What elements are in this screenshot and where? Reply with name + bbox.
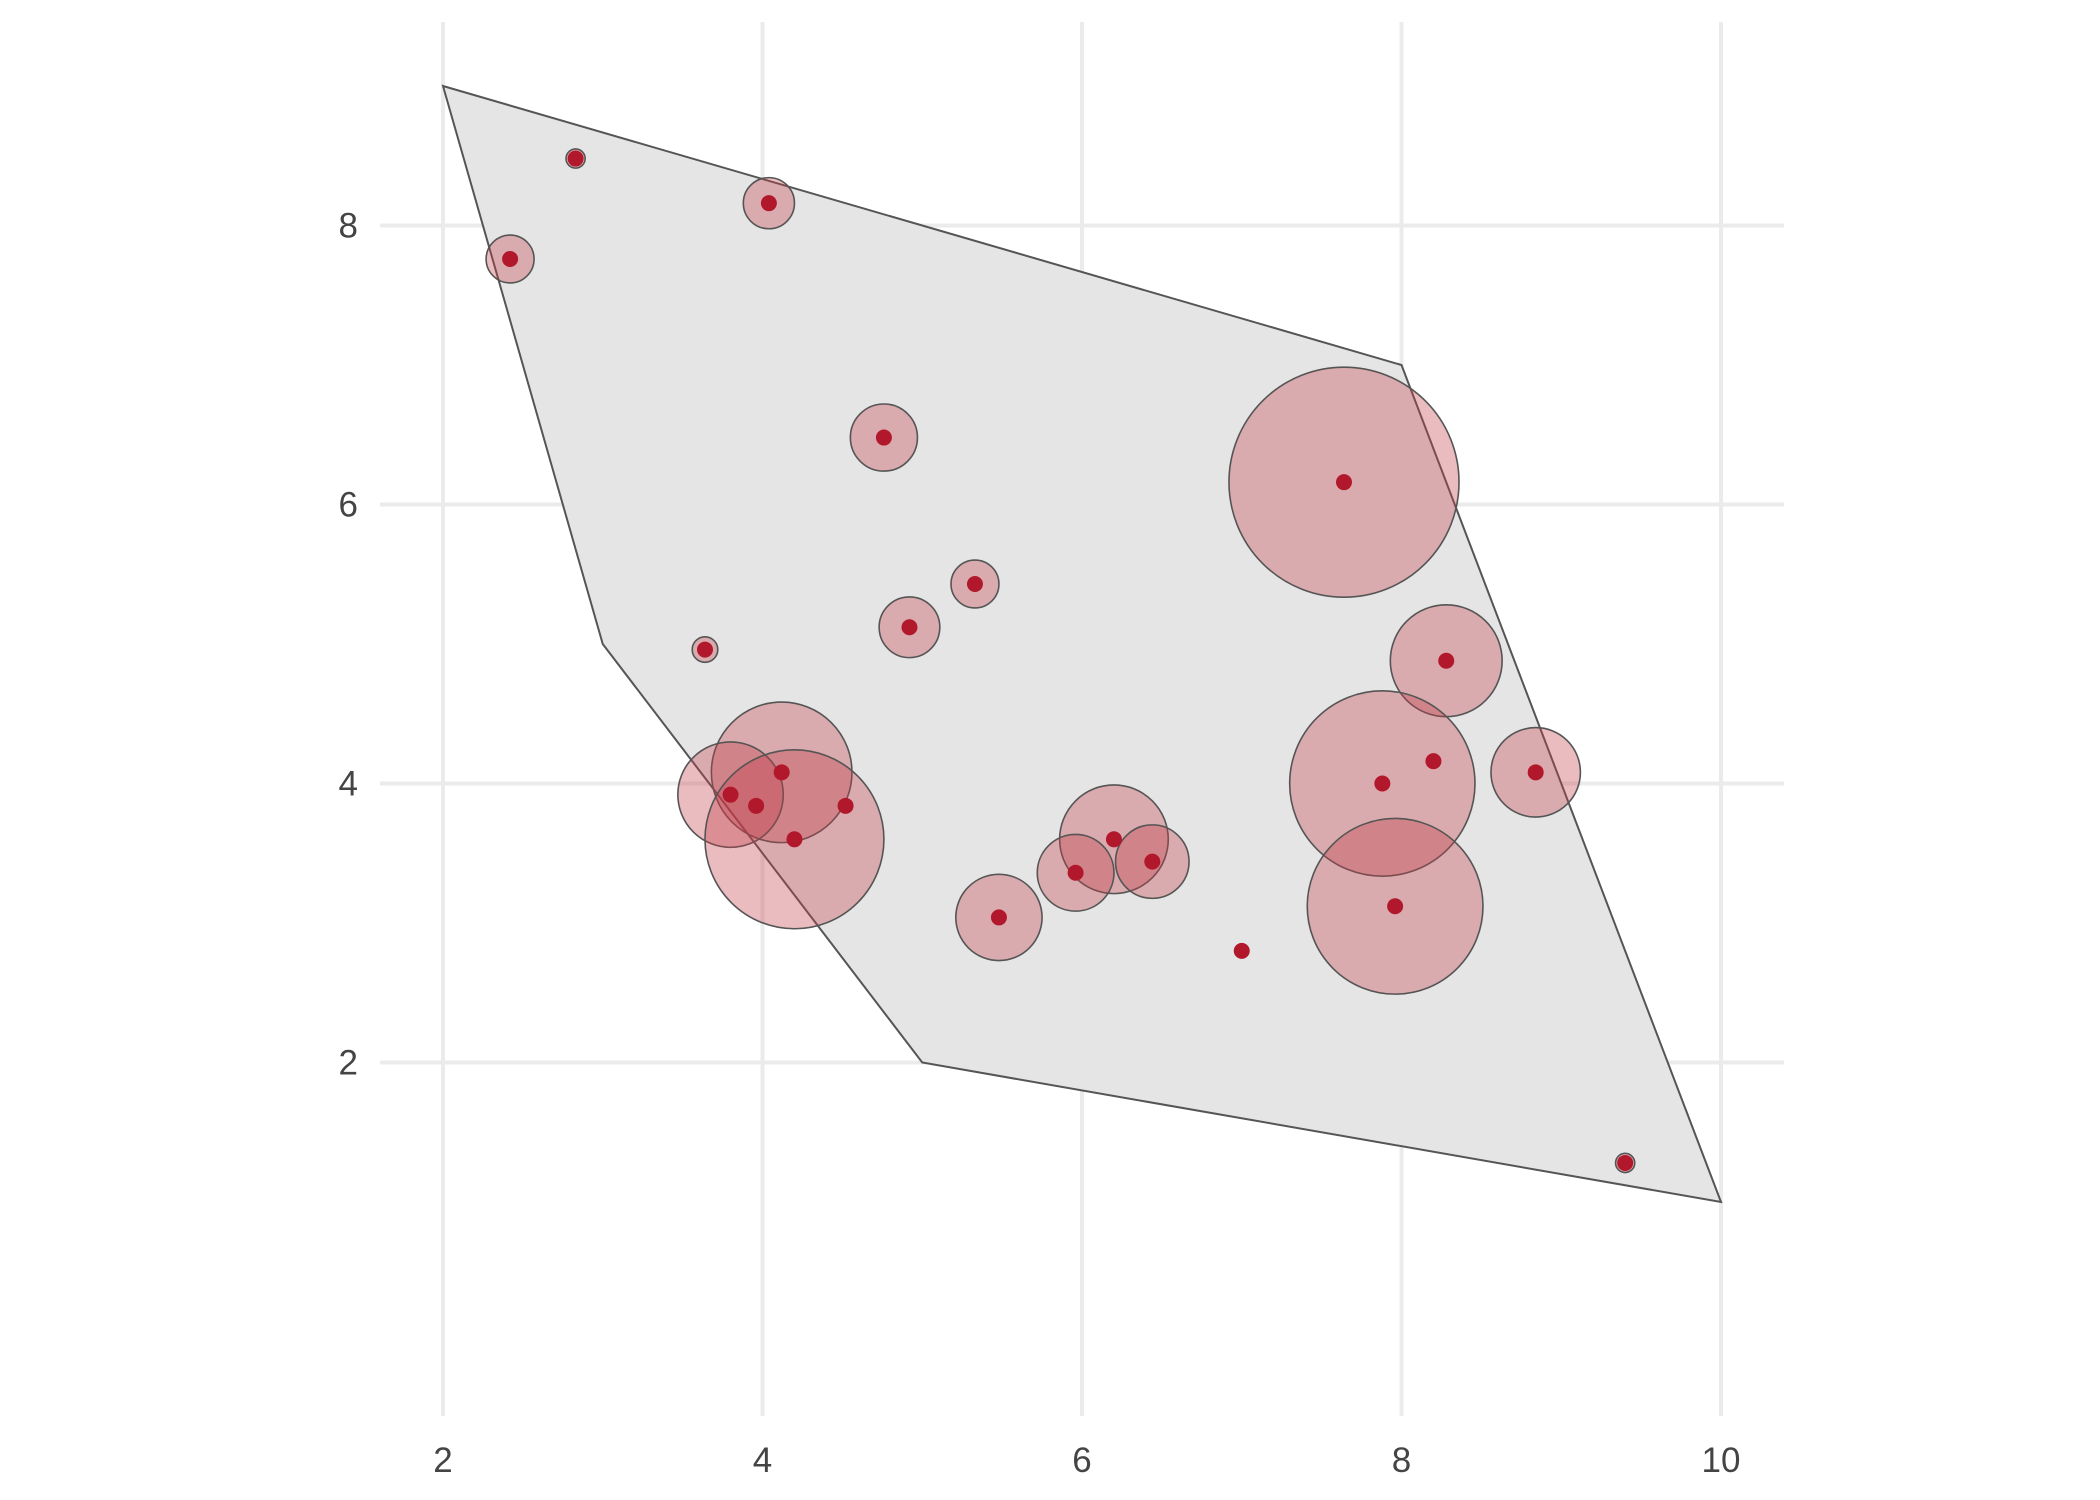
data-point — [1617, 1154, 1634, 1171]
data-point — [1335, 474, 1352, 491]
data-point — [966, 576, 983, 593]
y-tick-label: 4 — [339, 765, 358, 804]
data-point — [1233, 942, 1250, 959]
x-tick-label: 2 — [433, 1441, 452, 1480]
data-point — [1105, 831, 1122, 848]
region-layer — [441, 84, 1723, 1204]
data-point — [1067, 864, 1084, 881]
data-point — [786, 831, 803, 848]
data-point — [1425, 753, 1442, 770]
data-point — [1438, 652, 1455, 669]
data-point — [722, 786, 739, 803]
data-point — [1144, 853, 1161, 870]
data-point — [1374, 775, 1391, 792]
data-point — [990, 909, 1007, 926]
data-point — [748, 797, 765, 814]
x-axis: 2 4 6 8 10 — [433, 1441, 1740, 1480]
data-point — [567, 150, 584, 167]
x-tick-label: 4 — [753, 1441, 772, 1480]
data-point — [696, 641, 713, 658]
data-point — [773, 764, 790, 781]
region-polygon — [441, 84, 1723, 1204]
data-point — [1387, 898, 1404, 915]
y-tick-label: 8 — [339, 207, 358, 246]
data-point — [837, 797, 854, 814]
y-tick-label: 2 — [339, 1044, 358, 1083]
x-tick-label: 8 — [1392, 1441, 1411, 1480]
x-tick-label: 6 — [1072, 1441, 1091, 1480]
point-layer — [502, 150, 1634, 1171]
x-tick-label: 10 — [1702, 1441, 1741, 1480]
y-tick-label: 6 — [339, 486, 358, 525]
data-point — [1527, 764, 1544, 781]
data-point — [760, 195, 777, 212]
data-point — [875, 429, 892, 446]
data-point — [901, 619, 918, 636]
y-axis: 2 4 6 8 — [339, 207, 358, 1083]
data-point — [502, 250, 519, 267]
